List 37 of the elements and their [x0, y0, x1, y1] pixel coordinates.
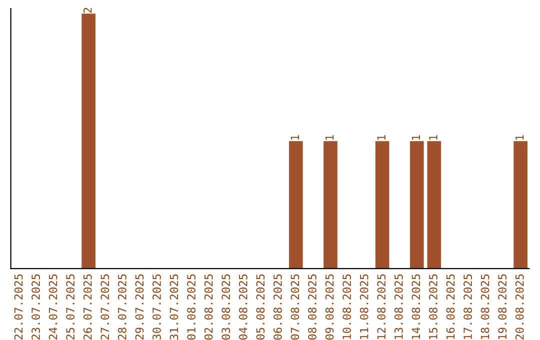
data-label: 1: [429, 135, 438, 140]
x-tick-label: 10.08.2025: [342, 274, 352, 340]
x-tick-label: 17.08.2025: [464, 274, 472, 340]
x-tick-label: 26.07.2025: [83, 274, 92, 340]
x-tick-label: 22.07.2025: [14, 274, 23, 340]
x-tick-label: 25.07.2025: [66, 274, 75, 340]
x-tick-label: 03.08.2025: [222, 274, 230, 340]
x-tick-label: 24.07.2025: [48, 274, 58, 340]
x-tick-label: 04.08.2025: [238, 274, 248, 340]
x-tick-label: 28.07.2025: [118, 274, 126, 340]
x-tick-label: 29.07.2025: [135, 274, 144, 340]
x-tick-label: 20.08.2025: [515, 274, 524, 340]
x-tick-label: 16.08.2025: [446, 274, 455, 340]
data-label: 1: [290, 135, 300, 140]
x-tick-label: 02.08.2025: [204, 274, 213, 340]
x-tick-label: 19.08.2025: [498, 274, 507, 340]
data-label: 1: [412, 135, 420, 140]
x-tick-label: 06.08.2025: [273, 274, 282, 340]
x-tick-label: 07.08.2025: [290, 274, 300, 340]
x-tick-label: 11.08.2025: [360, 274, 368, 340]
x-tick-label: 01.08.2025: [187, 274, 196, 340]
data-label: 1: [516, 135, 524, 140]
data-label: 1: [325, 135, 334, 140]
x-tick-label: 12.08.2025: [377, 274, 386, 340]
x-tick-label: 15.08.2025: [429, 274, 438, 340]
data-label: 1: [377, 135, 386, 140]
x-tick-label: 05.08.2025: [256, 274, 265, 340]
x-tick-label: 14.08.2025: [412, 274, 420, 340]
x-tick-label: 13.08.2025: [394, 274, 403, 340]
x-tick-label: 31.07.2025: [170, 274, 178, 340]
x-tick-label: 27.07.2025: [100, 274, 110, 340]
x-tick-label: 08.08.2025: [308, 274, 316, 340]
x-tick-label: 09.08.2025: [325, 274, 334, 340]
data-label: 2: [83, 8, 92, 13]
x-tick-label: 30.07.2025: [152, 274, 161, 340]
x-tick-label: 23.07.2025: [32, 274, 40, 340]
x-tick-label: 18.08.2025: [480, 274, 490, 340]
